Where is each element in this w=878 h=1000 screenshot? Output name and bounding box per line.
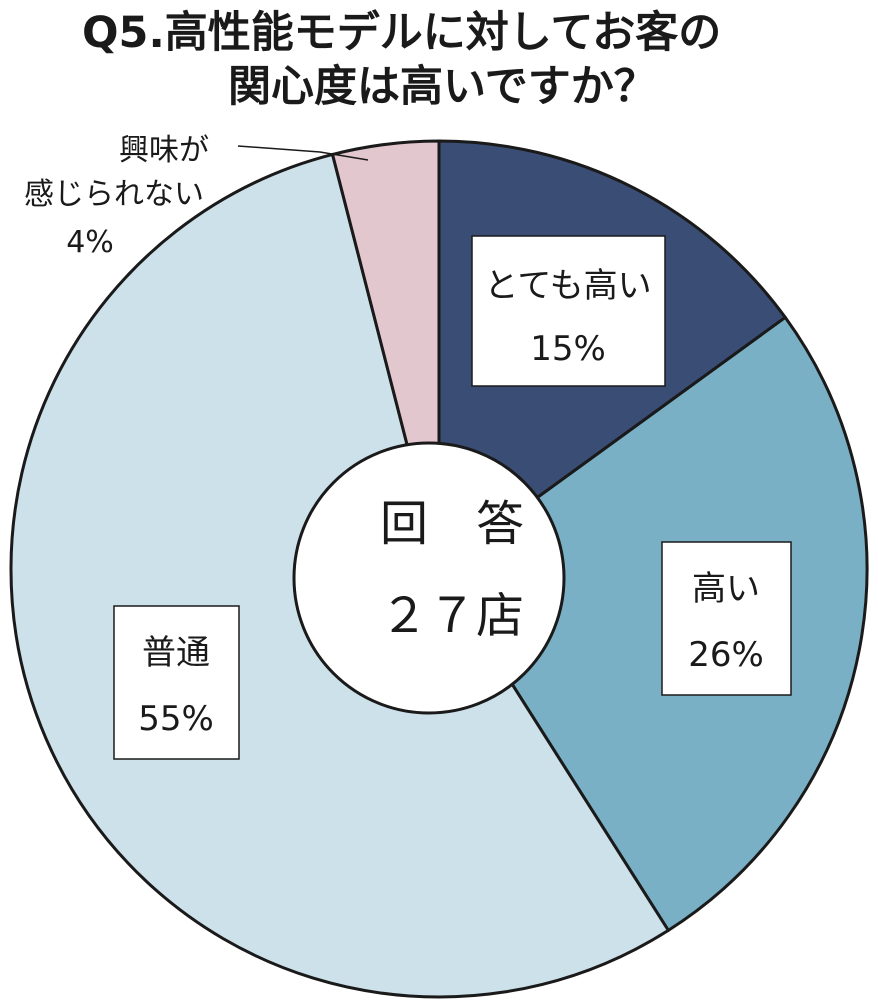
slice-label-name: とても高い — [484, 266, 651, 306]
slice-label-percent: 4% — [66, 225, 114, 260]
slice-label-percent: 26% — [688, 635, 764, 675]
slice-label-normal: 普通 55% — [113, 605, 240, 760]
slice-label-box — [471, 235, 666, 387]
slice-label-percent: 15% — [530, 329, 606, 369]
slice-high — [437, 315, 869, 932]
slice-label-high: 高い 26% — [661, 541, 792, 696]
slice-label-name-line-1: 興味が — [119, 133, 209, 168]
slice-label-name: 普通 — [142, 633, 210, 673]
slice-label-name-line-2: 感じられない — [24, 177, 204, 212]
center-label-line-2: ２７店 — [380, 588, 524, 644]
chart-title: Q5.高性能モデルに対してお客の 関心度は高いですか？ — [0, 6, 878, 114]
chart-title-line-2: 関心度は高いですか？ — [228, 62, 657, 112]
slice-label-percent: 55% — [138, 699, 214, 739]
slice-label-not-interested: 興味が 感じられない 4% — [24, 133, 369, 260]
slice-label-box — [661, 541, 792, 696]
center-label-line-1: 回 答 — [380, 496, 524, 552]
leader-line — [237, 145, 369, 161]
center-label: 回 答 ２７店 — [380, 496, 524, 644]
slice-label-box — [113, 605, 240, 760]
slice-label-very-high: とても高い 15% — [471, 235, 666, 387]
chart-title-line-1: Q5.高性能モデルに対してお客の — [82, 8, 722, 58]
slice-label-name: 高い — [692, 569, 760, 609]
center-hole — [292, 441, 566, 715]
